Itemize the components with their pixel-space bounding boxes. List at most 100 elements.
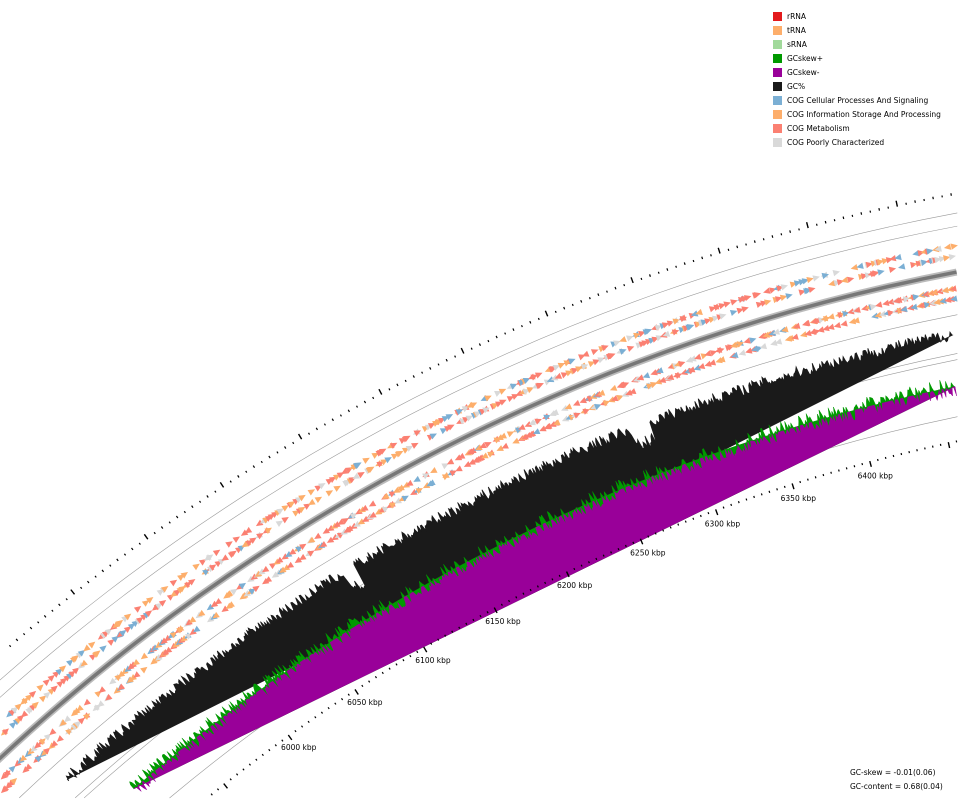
cog-feature [388, 502, 397, 509]
cog-feature [187, 578, 196, 586]
cog-feature [475, 444, 483, 451]
scale-tick [381, 671, 384, 675]
outer-scale-tick [339, 414, 342, 417]
cog-feature [522, 377, 531, 384]
cog-feature [642, 372, 651, 379]
cog-feature [594, 390, 602, 397]
cog-feature [77, 717, 85, 725]
scale-tick [558, 574, 561, 578]
outer-scale-tick [753, 240, 756, 244]
cog-feature [189, 628, 197, 635]
cog-feature [288, 548, 297, 555]
cog-feature [745, 347, 753, 354]
cog-feature [123, 613, 132, 621]
cog-feature [589, 392, 598, 399]
cog-feature [169, 631, 178, 639]
cog-feature [64, 715, 72, 723]
cog-feature [249, 537, 257, 544]
cog-feature [561, 415, 570, 422]
outer-scale-tick [914, 200, 916, 203]
scale-tick [416, 650, 419, 654]
cog-feature [169, 579, 178, 587]
outer-scale-tick [580, 299, 583, 303]
cog-feature [255, 519, 264, 527]
outer-scale-tick [15, 638, 19, 642]
cog-feature [779, 294, 788, 301]
ring-line [19, 314, 958, 799]
cog-feature [430, 467, 438, 474]
cog-feature [487, 451, 495, 458]
outer-scale-tick [191, 505, 194, 509]
outer-scale-tick [229, 480, 232, 483]
scale-tick [776, 488, 778, 491]
scale-tick [287, 734, 293, 741]
cog-feature [636, 374, 645, 381]
outer-scale-tick [701, 256, 704, 260]
cog-feature [307, 489, 316, 496]
cog-feature [104, 628, 113, 636]
cog-feature [341, 518, 349, 525]
outer-scale-tick [460, 347, 465, 354]
scale-tick [536, 585, 539, 588]
cog-feature [662, 330, 671, 337]
cog-feature [861, 304, 869, 311]
legend-item: GCskew- [773, 65, 941, 79]
cog-feature [948, 254, 956, 261]
outer-scale-tick [798, 228, 800, 231]
cog-feature [479, 442, 487, 449]
cog-feature [160, 637, 168, 645]
cog-feature [361, 515, 370, 523]
cog-feature [34, 741, 42, 749]
legend-swatch [773, 137, 782, 147]
scale-tick [877, 458, 879, 462]
outer-scale-tick [789, 230, 792, 233]
cog-feature [144, 610, 153, 618]
cog-feature [9, 721, 17, 729]
legend-label: GCskew+ [787, 53, 824, 63]
scale-tick [451, 630, 454, 633]
cog-feature [87, 641, 96, 649]
cog-feature [894, 253, 902, 261]
scale-tick [647, 535, 650, 538]
cog-feature [632, 375, 641, 382]
cog-feature [403, 435, 411, 442]
cog-feature [406, 479, 414, 486]
cog-feature [530, 374, 538, 381]
cog-feature [528, 430, 537, 437]
cog-feature [457, 452, 466, 459]
cog-feature [765, 330, 773, 338]
cog-feature [743, 295, 752, 302]
cog-feature [526, 387, 535, 394]
cog-feature [920, 259, 929, 266]
cog-feature [853, 306, 861, 313]
cog-feature [455, 409, 464, 416]
cog-feature [625, 389, 633, 396]
cog-feature [115, 619, 124, 627]
outer-scale-tick [692, 259, 695, 263]
scale-label: 6050 kbp [347, 698, 383, 707]
cog-feature [840, 276, 849, 283]
cog-feature [58, 665, 67, 673]
cog-feature [256, 533, 264, 540]
cog-feature [498, 388, 507, 395]
scale-tick [395, 663, 398, 666]
outer-scale-tick [237, 475, 240, 478]
cog-feature [164, 634, 172, 642]
cog-feature [248, 588, 256, 595]
scale-tick [500, 603, 503, 606]
scale-tick [677, 523, 680, 526]
cog-feature [107, 639, 115, 646]
cog-feature [454, 454, 463, 461]
outer-scale-tick [563, 306, 566, 310]
cog-feature [368, 500, 377, 507]
cog-feature [357, 472, 365, 479]
cog-feature [393, 486, 401, 493]
cog-feature [447, 424, 455, 431]
cog-feature [279, 566, 287, 573]
cog-feature [889, 255, 897, 262]
scale-label: 6400 kbp [858, 472, 894, 481]
cog-feature [285, 550, 293, 558]
cog-feature [944, 296, 952, 303]
cog-feature [633, 332, 641, 339]
scale-tick [274, 744, 277, 747]
